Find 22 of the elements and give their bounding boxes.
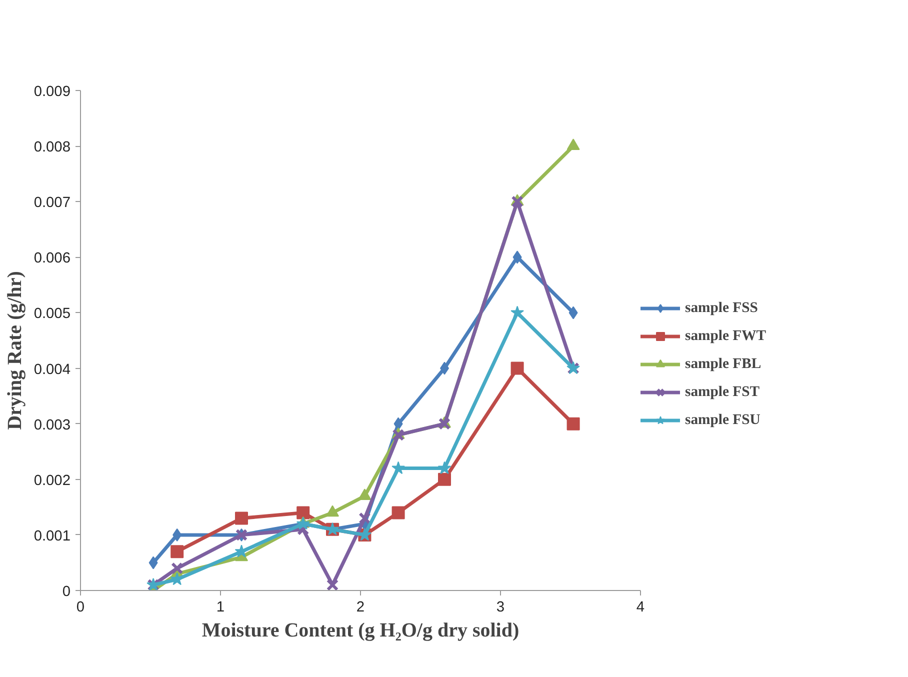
legend-label: sample FSS (685, 300, 758, 316)
y-tick-label: 0.009 (34, 84, 71, 100)
x-axis-title: Moisture Content (g H₂O/g dry solid) (202, 620, 520, 642)
y-tick-label: 0.007 (34, 195, 71, 212)
legend-label: sample FWT (685, 328, 766, 344)
legend-label: sample FBL (685, 356, 762, 372)
x-tick-label: 2 (356, 600, 365, 616)
y-axis-title: Drying Rate (g/hr) (4, 271, 26, 430)
x-tick-label: 0 (76, 600, 85, 616)
x-tick-label: 4 (636, 600, 645, 616)
y-tick-label: 0.006 (34, 250, 71, 267)
y-tick-label: 0.005 (34, 306, 71, 322)
legend-label: sample FST (685, 384, 760, 400)
y-tick-label: 0.004 (34, 362, 71, 378)
x-tick-label: 1 (216, 600, 225, 616)
y-tick-label: 0.002 (34, 472, 71, 489)
legend-label: sample FSU (685, 412, 760, 428)
y-tick-label: 0 (62, 584, 71, 600)
y-tick-label: 0.008 (34, 140, 71, 156)
x-tick-label: 3 (496, 600, 505, 616)
y-tick-label: 0.001 (34, 528, 71, 544)
y-tick-label: 0.003 (34, 417, 71, 434)
